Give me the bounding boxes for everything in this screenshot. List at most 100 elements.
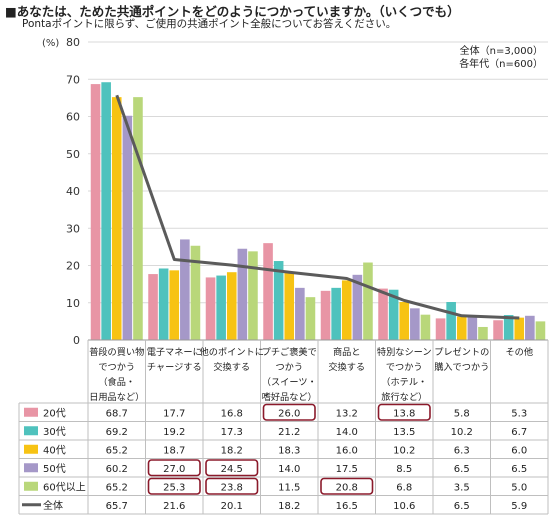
chart-subtitle: Pontaポイントに限らず、ご使用の共通ポイント全般についてお答えください。 <box>22 18 397 30</box>
x-category-label: （ホテル・ <box>381 377 427 388</box>
bar <box>435 318 446 340</box>
x-category-label: プチご褒美で <box>262 346 317 358</box>
data-label: 24.5 <box>221 464 243 475</box>
x-category-label: でつかう <box>98 362 135 373</box>
y-tick-label: 80 <box>66 36 80 49</box>
bar <box>169 270 180 340</box>
x-category-label: プレゼントの <box>434 346 489 358</box>
bar <box>478 326 488 340</box>
bar <box>190 245 201 340</box>
highlight-box <box>205 477 259 495</box>
data-label: 10.6 <box>393 501 415 512</box>
bar <box>205 277 216 340</box>
data-label: 20.1 <box>221 501 243 512</box>
y-tick-label: 20 <box>66 260 80 273</box>
bar <box>305 297 316 340</box>
data-label: 5.0 <box>511 482 527 493</box>
bar <box>263 243 273 340</box>
bar <box>90 84 101 340</box>
data-label: 14.0 <box>336 427 358 438</box>
legend-swatch <box>24 444 38 454</box>
bar <box>420 314 431 340</box>
legend-swatch <box>24 481 38 491</box>
bar <box>284 271 295 340</box>
data-label: 68.7 <box>106 408 128 419</box>
data-label: 27.0 <box>163 464 185 475</box>
data-label: 25.3 <box>163 482 185 493</box>
bar <box>111 97 122 340</box>
data-label: 21.2 <box>278 427 300 438</box>
bar <box>273 261 284 340</box>
x-category-label: 交換する <box>213 361 250 373</box>
legend-swatch <box>24 463 38 473</box>
data-label: 16.5 <box>336 501 358 512</box>
bar <box>352 274 363 340</box>
sample-note: 各年代（n=600） <box>459 57 543 70</box>
y-tick-label: 70 <box>66 73 80 86</box>
data-label: 21.6 <box>163 501 185 512</box>
bar <box>456 316 467 340</box>
data-label: 13.2 <box>336 408 358 419</box>
x-category-label: 旅行など） <box>381 391 427 403</box>
data-label: 17.7 <box>163 408 185 419</box>
bar <box>493 320 503 340</box>
chart-title: ■あなたは、ためた共通ポイントをどのようにつかっていますか。（いくつでも） <box>5 4 460 19</box>
x-category-label: 交換する <box>328 361 365 373</box>
data-label: 5.9 <box>511 501 527 512</box>
data-label: 10.2 <box>451 427 473 438</box>
data-label: 17.3 <box>221 427 243 438</box>
data-label: 16.8 <box>221 408 243 419</box>
bar <box>320 290 331 340</box>
data-label: 26.0 <box>278 408 300 419</box>
bar <box>410 308 420 340</box>
bar <box>158 268 169 340</box>
data-label: 20.8 <box>336 482 358 493</box>
legend-label: 全体 <box>43 499 63 512</box>
data-label: 6.5 <box>454 464 470 475</box>
data-label: 18.3 <box>278 445 300 456</box>
bar <box>514 317 525 340</box>
x-category-label: 他のポイントに <box>200 346 264 358</box>
bar <box>331 287 341 340</box>
y-unit-label: (%) <box>42 38 59 49</box>
bar <box>446 302 456 340</box>
x-category-label: つかう <box>275 362 303 373</box>
bar <box>122 115 133 340</box>
bar <box>248 251 258 340</box>
legend-label: 60代以上 <box>43 481 86 493</box>
highlight-box <box>262 403 316 421</box>
x-category-label: 電子マネーに <box>147 347 202 358</box>
data-label: 6.7 <box>511 427 527 438</box>
highlight-box <box>147 459 201 477</box>
bar <box>378 288 388 340</box>
y-tick-label: 40 <box>66 185 80 198</box>
data-label: 19.2 <box>163 427 185 438</box>
data-label: 65.7 <box>106 501 128 512</box>
legend-label: 30代 <box>43 426 66 438</box>
data-label: 5.8 <box>454 408 470 419</box>
data-label: 18.7 <box>163 445 185 456</box>
bar <box>388 289 399 340</box>
x-category-label: （スイーツ・ <box>262 377 317 388</box>
bar <box>295 287 305 340</box>
bar <box>535 321 546 340</box>
x-category-label: 購入でつかう <box>434 361 489 373</box>
data-label: 60.2 <box>106 464 128 475</box>
y-tick-label: 60 <box>66 111 80 124</box>
data-label: 6.5 <box>454 501 470 512</box>
legend-swatch <box>24 426 38 436</box>
x-category-label: 日用品など） <box>89 392 144 403</box>
data-label: 10.2 <box>393 445 415 456</box>
x-category-label: 普段の買い物 <box>89 346 144 358</box>
bar <box>180 239 190 340</box>
data-label: 16.0 <box>336 445 358 456</box>
x-category-label: でつかう <box>386 362 423 373</box>
data-label: 17.5 <box>336 464 358 475</box>
data-label: 8.5 <box>396 464 412 475</box>
data-label: 11.5 <box>278 482 300 493</box>
highlight-box <box>205 459 259 477</box>
y-tick-label: 10 <box>66 297 80 310</box>
legend-swatch <box>24 407 38 417</box>
x-category-label: （食品・ <box>98 376 135 388</box>
